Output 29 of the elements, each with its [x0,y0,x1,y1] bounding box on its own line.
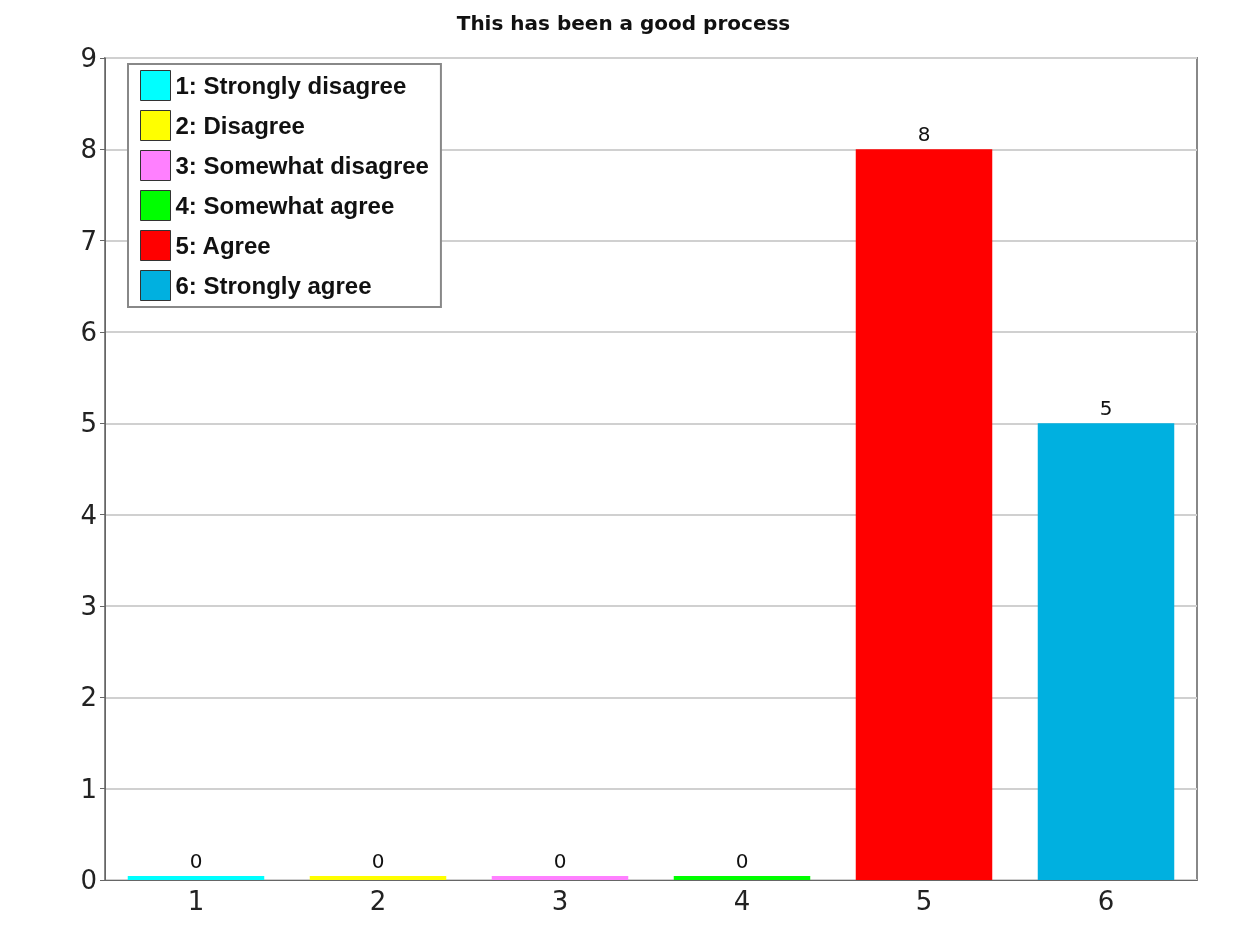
legend-label: 3: Somewhat disagree [175,152,429,179]
y-tick-label: 5 [80,408,97,439]
data-label: 0 [371,849,385,873]
data-label: 0 [189,849,203,873]
x-tick-label: 1 [187,886,205,916]
legend-label: 6: Strongly agree [175,272,372,299]
y-tick-label: 8 [80,134,97,165]
y-tick-label: 1 [80,773,97,804]
y-tick-label: 2 [80,682,97,713]
data-label: 5 [1099,396,1113,421]
data-label: 8 [917,122,931,147]
y-tick-label: 9 [80,43,97,73]
y-tick-label: 6 [80,317,97,347]
data-label: 0 [553,849,567,873]
x-tick-label: 3 [551,886,569,916]
data-label: 0 [735,849,749,873]
y-tick-label: 0 [80,865,97,895]
x-tick-label: 4 [733,886,751,916]
legend-label: 1: Strongly disagree [175,72,407,99]
legend-label: 4: Somewhat agree [175,192,395,219]
x-tick-label: 5 [915,886,933,916]
y-tick-label: 4 [80,499,97,530]
y-tick-label: 7 [80,225,97,256]
chart-title: This has been a good process [456,11,791,35]
y-tick-label: 3 [80,591,97,621]
legend-label: 5: Agree [175,232,271,259]
legend-label: 2: Disagree [175,112,305,139]
x-tick-label: 6 [1097,886,1115,916]
x-tick-label: 2 [369,886,387,916]
